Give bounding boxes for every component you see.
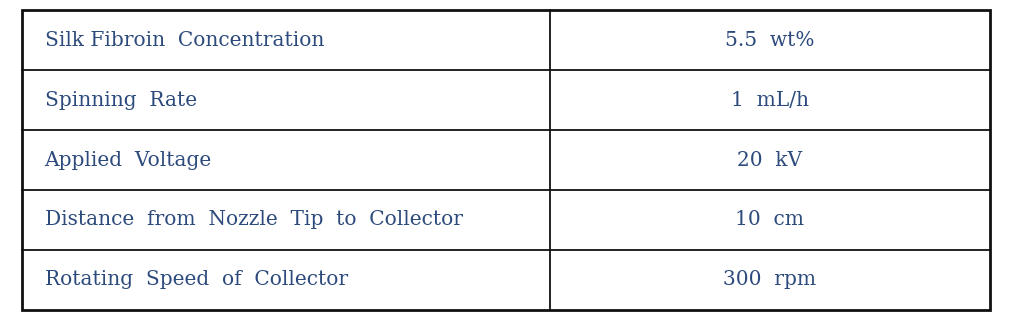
Text: Spinning  Rate: Spinning Rate — [44, 91, 196, 109]
Text: 20  kV: 20 kV — [736, 150, 802, 170]
Text: 10  cm: 10 cm — [734, 211, 804, 229]
Text: Silk Fibroin  Concentration: Silk Fibroin Concentration — [44, 31, 324, 50]
Text: 300  rpm: 300 rpm — [722, 270, 816, 289]
Text: 1  mL/h: 1 mL/h — [730, 91, 808, 109]
Text: Rotating  Speed  of  Collector: Rotating Speed of Collector — [44, 270, 348, 289]
Text: Distance  from  Nozzle  Tip  to  Collector: Distance from Nozzle Tip to Collector — [44, 211, 462, 229]
Text: 5.5  wt%: 5.5 wt% — [724, 31, 814, 50]
Text: Applied  Voltage: Applied Voltage — [44, 150, 211, 170]
